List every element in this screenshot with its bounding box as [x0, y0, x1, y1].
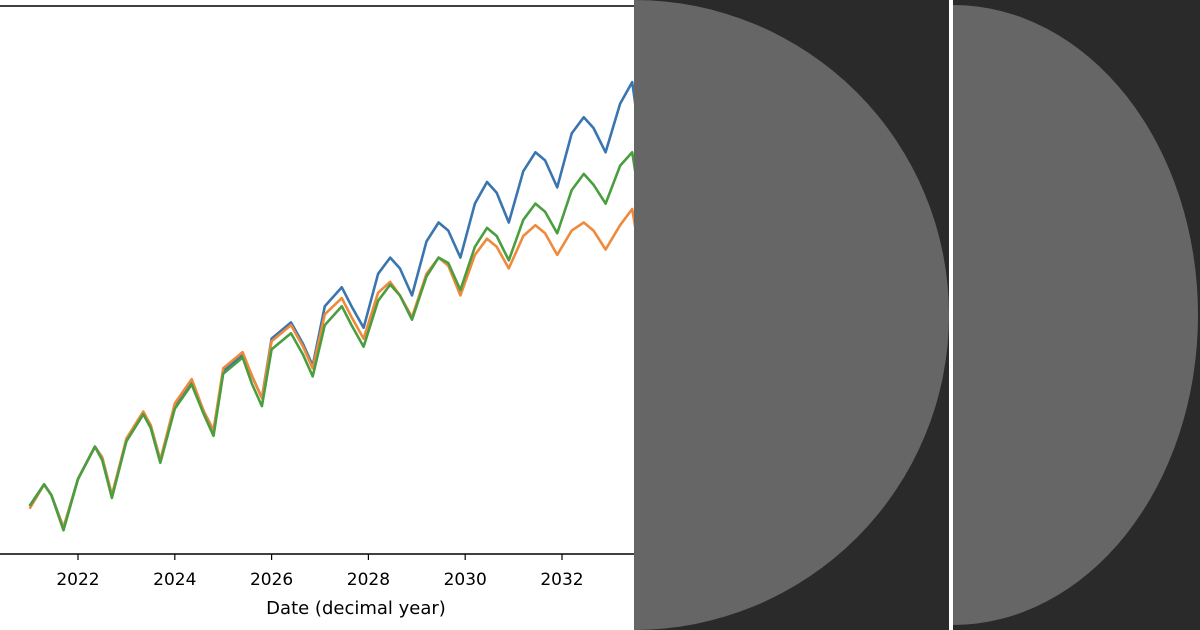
gray-disc [634, 0, 949, 630]
series-line-3 [28, 151, 634, 532]
disc-shape [634, 0, 949, 630]
x-axis-ticks: 2022202420262028203020322 [56, 554, 584, 590]
x-tick-label: 2032 [540, 570, 583, 590]
x-axis-label: Date (decimal year) [266, 598, 446, 619]
chart-panel: 2022202420262028203020322 Date (decimal … [0, 5, 634, 619]
x-tick-label: 2024 [153, 570, 196, 590]
x-tick-label: 2022 [56, 570, 99, 590]
series-layer [28, 80, 634, 532]
line-chart: 2022202420262028203020322 Date (decimal … [0, 5, 634, 619]
disc-shape [953, 0, 1200, 630]
x-tick-label: 2028 [347, 570, 390, 590]
x-tick-label: 2030 [444, 570, 487, 590]
divider [949, 0, 953, 630]
gray-disc [953, 5, 1198, 625]
x-tick-label: 2026 [250, 570, 293, 590]
image-thumbnail-2[interactable] [953, 0, 1200, 630]
image-thumbnail-1[interactable] [634, 0, 949, 630]
series-line-2 [28, 207, 634, 529]
